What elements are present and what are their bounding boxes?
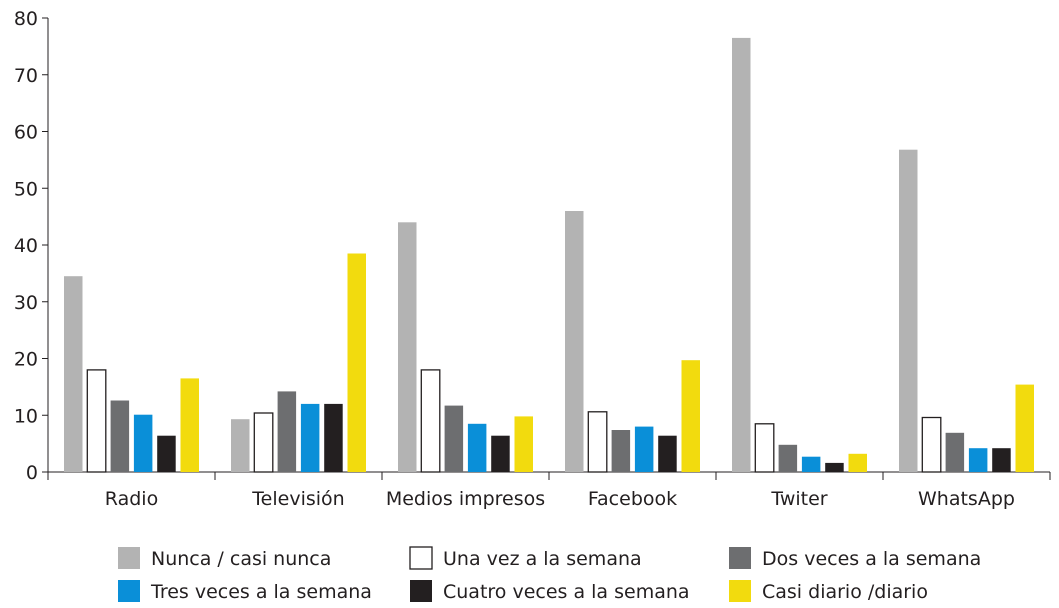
y-tick-label: 20 bbox=[14, 349, 38, 371]
legend-swatch bbox=[410, 580, 432, 602]
bar bbox=[611, 430, 631, 472]
bar bbox=[801, 456, 821, 472]
bar bbox=[444, 405, 464, 472]
bar bbox=[565, 211, 584, 472]
bar bbox=[634, 426, 654, 472]
legend-label: Nunca / casi nunca bbox=[151, 548, 331, 570]
bar bbox=[899, 149, 918, 472]
bar bbox=[732, 37, 751, 473]
legend-swatch bbox=[118, 580, 140, 602]
x-category-label: Medios impresos bbox=[386, 488, 545, 510]
y-tick-label: 0 bbox=[26, 462, 38, 484]
bar bbox=[180, 378, 199, 472]
bar bbox=[945, 432, 965, 472]
bar bbox=[754, 423, 775, 473]
bar bbox=[398, 222, 417, 472]
bar bbox=[921, 416, 942, 473]
bar bbox=[253, 412, 274, 473]
bar bbox=[992, 448, 1011, 472]
legend-label: Casi diario /diario bbox=[762, 581, 928, 603]
bar bbox=[324, 403, 343, 472]
bar bbox=[277, 391, 297, 472]
legend-swatch bbox=[729, 547, 751, 569]
legend-swatch bbox=[118, 547, 140, 569]
y-tick-label: 40 bbox=[14, 235, 38, 257]
y-tick-label: 50 bbox=[14, 178, 38, 200]
x-category-label: Twiter bbox=[770, 488, 827, 510]
legend-label: Cuatro veces a la semana bbox=[443, 581, 690, 603]
bar bbox=[347, 253, 366, 472]
x-category-label: Televisión bbox=[251, 488, 344, 510]
x-category-label: Facebook bbox=[588, 488, 677, 510]
bar bbox=[133, 414, 153, 472]
bar bbox=[231, 419, 250, 472]
y-axis: 0 10 20 30 40 50 60 70 80 bbox=[14, 8, 49, 484]
legend-swatch bbox=[409, 546, 433, 570]
bar bbox=[514, 416, 533, 472]
bar bbox=[86, 369, 107, 473]
legend-label: Una vez a la semana bbox=[443, 548, 642, 570]
bar bbox=[778, 444, 798, 472]
y-tick-label: 60 bbox=[14, 122, 38, 144]
bar bbox=[491, 435, 510, 472]
y-tick-label: 70 bbox=[14, 65, 38, 87]
x-category-label: WhatsApp bbox=[918, 488, 1015, 510]
bar bbox=[1015, 384, 1034, 472]
legend-label: Tres veces a la semana bbox=[150, 581, 372, 603]
legend-label: Dos veces a la semana bbox=[762, 548, 981, 570]
bar bbox=[300, 403, 320, 472]
bar bbox=[110, 400, 130, 472]
x-category-label: Radio bbox=[105, 488, 158, 510]
bar bbox=[420, 369, 441, 473]
legend: Nunca / casi nunca Una vez a la semana Dos… bbox=[118, 546, 981, 603]
y-tick-label: 80 bbox=[14, 8, 38, 30]
x-axis: Radio Televisión Medios impresos Facebook Tw… bbox=[47, 471, 1051, 510]
bar bbox=[64, 276, 83, 472]
bar bbox=[157, 435, 176, 472]
y-tick-label: 30 bbox=[14, 292, 38, 314]
bars-group bbox=[64, 37, 1034, 473]
bar bbox=[825, 462, 844, 472]
bar bbox=[968, 448, 988, 472]
y-tick-label: 10 bbox=[14, 405, 38, 427]
bar bbox=[658, 435, 677, 472]
legend-swatch bbox=[729, 580, 751, 602]
bar bbox=[848, 453, 867, 472]
bar bbox=[681, 360, 700, 472]
bar bbox=[467, 423, 487, 472]
bar bbox=[587, 411, 608, 473]
